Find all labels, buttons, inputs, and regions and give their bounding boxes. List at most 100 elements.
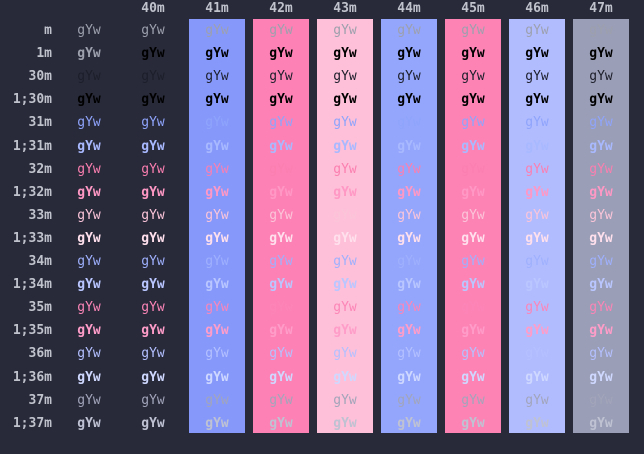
sample-cell: gYw	[269, 346, 293, 362]
sample-cell: gYw	[397, 161, 421, 177]
sample-cell: gYw	[525, 138, 549, 154]
sample-cell: gYw	[205, 115, 229, 131]
sample-cell: gYw	[333, 161, 357, 177]
sample-cell: gYw	[77, 392, 101, 408]
sample-cell: gYw	[141, 115, 165, 131]
sample-cell: gYw	[333, 115, 357, 131]
bg-column-41	[189, 19, 245, 433]
sample-cell: gYw	[333, 392, 357, 408]
row-label: 32m	[28, 161, 52, 177]
sample-cell: gYw	[77, 415, 101, 431]
sample-cell: gYw	[269, 23, 293, 38]
sample-cell: gYw	[525, 92, 549, 108]
sample-cell: gYw	[77, 115, 101, 131]
sample-cell: gYw	[77, 207, 101, 223]
sample-cell: gYw	[525, 207, 549, 223]
sample-cell: gYw	[141, 323, 165, 339]
sample-cell: gYw	[461, 230, 485, 246]
sample-cell: gYw	[589, 92, 613, 108]
bg-column-47	[573, 19, 629, 433]
sample-cell: gYw	[525, 254, 549, 269]
sample-cell: gYw	[461, 138, 485, 154]
bg-column-44	[381, 19, 437, 433]
sample-cell: gYw	[397, 138, 421, 154]
sample-cell: gYw	[205, 254, 229, 269]
sample-cell: gYw	[269, 392, 293, 408]
sample-cell: gYw	[397, 184, 421, 200]
row-label: 1m	[36, 46, 52, 62]
sample-cell: gYw	[525, 69, 549, 85]
sample-cell: gYw	[525, 369, 549, 385]
sample-cell: gYw	[205, 277, 229, 293]
sample-cell: gYw	[333, 138, 357, 154]
row-label: 1;30m	[12, 92, 52, 108]
sample-cell: gYw	[589, 277, 613, 293]
row-label: m	[44, 23, 52, 38]
sample-cell: gYw	[77, 184, 101, 200]
sample-cell: gYw	[269, 277, 293, 293]
sample-cell: gYw	[141, 415, 165, 431]
sample-cell: gYw	[461, 323, 485, 339]
sample-cell: gYw	[77, 138, 101, 154]
sample-cell: gYw	[141, 138, 165, 154]
sample-cell: gYw	[333, 207, 357, 223]
sample-cell: gYw	[397, 69, 421, 85]
sample-cell: gYw	[589, 184, 613, 200]
column-header: 41m	[205, 1, 229, 16]
column-header: 46m	[525, 1, 549, 16]
row-label: 36m	[28, 346, 52, 362]
row-label: 1;36m	[12, 369, 52, 385]
sample-cell: gYw	[589, 23, 613, 38]
sample-cell: gYw	[269, 46, 293, 62]
sample-cell: gYw	[77, 161, 101, 177]
sample-cell: gYw	[141, 230, 165, 246]
sample-cell: gYw	[525, 115, 549, 131]
sample-cell: gYw	[525, 346, 549, 362]
sample-cell: gYw	[461, 277, 485, 293]
sample-cell: gYw	[205, 138, 229, 154]
sample-cell: gYw	[525, 323, 549, 339]
sample-cell: gYw	[269, 254, 293, 269]
sample-cell: gYw	[397, 46, 421, 62]
sample-cell: gYw	[205, 46, 229, 62]
sample-cell: gYw	[141, 184, 165, 200]
sample-cell: gYw	[141, 92, 165, 108]
sample-cell: gYw	[397, 254, 421, 269]
sample-cell: gYw	[461, 92, 485, 108]
sample-cell: gYw	[205, 392, 229, 408]
sample-cell: gYw	[269, 230, 293, 246]
sample-cell: gYw	[77, 254, 101, 269]
sample-cell: gYw	[269, 161, 293, 177]
sample-cell: gYw	[525, 184, 549, 200]
sample-cell: gYw	[333, 415, 357, 431]
sample-cell: gYw	[141, 392, 165, 408]
sample-cell: gYw	[589, 392, 613, 408]
sample-cell: gYw	[141, 46, 165, 62]
sample-cell: gYw	[333, 277, 357, 293]
sample-cell: gYw	[77, 323, 101, 339]
column-header: 40m	[141, 1, 165, 16]
sample-cell: gYw	[397, 230, 421, 246]
row-label: 1;34m	[12, 277, 52, 293]
sample-cell: gYw	[397, 92, 421, 108]
row-label: 1;31m	[12, 138, 52, 154]
column-header: 44m	[397, 1, 421, 16]
sample-cell: gYw	[525, 415, 549, 431]
sample-cell: gYw	[269, 369, 293, 385]
sample-cell: gYw	[589, 369, 613, 385]
sample-cell: gYw	[397, 346, 421, 362]
sample-cell: gYw	[77, 300, 101, 316]
sample-cell: gYw	[77, 92, 101, 108]
sample-cell: gYw	[525, 277, 549, 293]
row-label: 1;32m	[12, 184, 52, 200]
sample-cell: gYw	[589, 115, 613, 131]
sample-cell: gYw	[589, 161, 613, 177]
sample-cell: gYw	[269, 300, 293, 316]
sample-cell: gYw	[397, 277, 421, 293]
row-label: 33m	[28, 207, 52, 223]
sample-cell: gYw	[77, 346, 101, 362]
sample-cell: gYw	[397, 300, 421, 316]
sample-cell: gYw	[269, 69, 293, 85]
row-label: 34m	[28, 254, 52, 269]
bg-column-45	[445, 19, 501, 433]
